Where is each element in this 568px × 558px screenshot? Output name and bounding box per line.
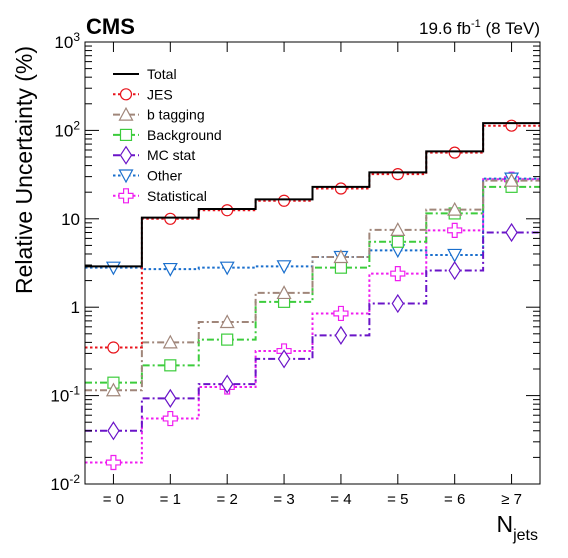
point-mc-stat-7 [505, 222, 518, 243]
point-statistical-4 [333, 305, 349, 322]
legend-label: Other [147, 168, 182, 184]
legend-entry-total: Total [113, 66, 177, 82]
point-other-0 [105, 261, 121, 276]
point-mc-stat-0 [107, 421, 120, 441]
point-statistical-5 [390, 265, 406, 282]
point-background-4 [334, 261, 348, 274]
point-b-tagging-3 [276, 285, 292, 300]
point-b-tagging-5 [390, 222, 406, 236]
y-tick-label: 10-1 [50, 384, 80, 406]
legend-label: Total [147, 66, 177, 82]
legend-marker [119, 88, 133, 101]
series-mc-stat [85, 222, 540, 441]
x-tick-label: = 3 [273, 491, 294, 508]
series-total [85, 122, 540, 268]
axes-layer: = 0 = 1 = 2 = 3 = 4 = 5 = 6 ≥ 7 10-2 10-1 1 10 102 10… [50, 30, 541, 508]
point-b-tagging-6 [447, 201, 463, 216]
point-b-tagging-1 [162, 334, 178, 349]
point-jes-4 [334, 182, 348, 195]
point-jes-7 [505, 119, 518, 132]
legend-entry-other: Other [113, 168, 182, 184]
legend-label: JES [147, 86, 173, 102]
legend-entry-background: Background [113, 127, 222, 143]
point-mc-stat-3 [277, 349, 291, 369]
point-statistical-1 [162, 410, 178, 427]
point-mc-stat-5 [391, 293, 405, 314]
legend-label: Background [147, 127, 222, 143]
x-tick-label: = 0 [103, 491, 124, 508]
legend-marker [118, 106, 134, 121]
legend-entry-statistical: Statistical [113, 188, 207, 204]
point-other-3 [276, 260, 292, 275]
point-other-6 [447, 248, 463, 263]
point-jes-2 [221, 204, 234, 217]
point-mc-stat-1 [164, 388, 177, 408]
point-b-tagging-7 [504, 172, 520, 187]
point-other-2 [219, 261, 235, 276]
point-b-tagging-4 [333, 249, 349, 264]
legend-entry-b-tagging: b tagging [113, 107, 205, 123]
y-axis-label: Relative Uncertainty (%) [11, 46, 37, 294]
x-tick-label: = 2 [217, 491, 238, 508]
experiment-label: CMS [86, 14, 135, 39]
point-b-tagging-2 [219, 314, 235, 329]
y-tick-label: 102 [54, 118, 80, 140]
series-b-tagging [85, 172, 540, 397]
x-tick-label: = 1 [160, 491, 181, 508]
y-tick-label: 10 [61, 210, 80, 229]
legend: Total JES b tagging Background MC stat Other S… [113, 66, 222, 204]
legend-marker [119, 145, 133, 165]
luminosity-label: 19.6 fb-1 (8 TeV) [419, 18, 540, 38]
point-background-2 [221, 333, 234, 346]
series-layer [85, 119, 540, 471]
series-line-statistical [85, 178, 540, 464]
point-other-1 [162, 262, 178, 277]
legend-label: MC stat [147, 147, 195, 163]
point-b-tagging-0 [105, 382, 121, 397]
series-line-total [85, 122, 540, 268]
x-axis-label: Njets [496, 511, 538, 544]
x-tick-label: = 5 [387, 491, 408, 508]
point-mc-stat-2 [220, 374, 234, 394]
point-jes-6 [448, 146, 461, 159]
point-mc-stat-4 [334, 325, 348, 345]
point-jes-3 [277, 194, 291, 207]
point-statistical-0 [105, 454, 122, 471]
legend-marker [118, 169, 134, 184]
plot-frame [84, 41, 541, 485]
legend-marker [118, 188, 134, 204]
y-tick-label: 103 [54, 30, 80, 52]
point-statistical-6 [447, 222, 463, 238]
legend-marker [119, 128, 133, 141]
y-tick-label: 10-2 [50, 472, 80, 494]
legend-entry-mc-stat: MC stat [113, 145, 195, 165]
legend-entry-jes: JES [113, 86, 173, 102]
point-mc-stat-6 [448, 260, 461, 281]
legend-label: Statistical [147, 188, 207, 204]
x-tick-label: = 6 [444, 491, 465, 508]
point-jes-1 [164, 212, 177, 225]
y-tick-label: 1 [71, 298, 80, 317]
point-background-1 [164, 359, 177, 372]
legend-label: b tagging [147, 107, 205, 123]
point-background-5 [391, 235, 404, 248]
point-jes-5 [391, 168, 404, 181]
point-jes-0 [107, 341, 120, 354]
x-tick-label: = 4 [330, 491, 351, 508]
x-tick-label: ≥ 7 [501, 491, 522, 508]
series-line-b-tagging [85, 179, 540, 392]
